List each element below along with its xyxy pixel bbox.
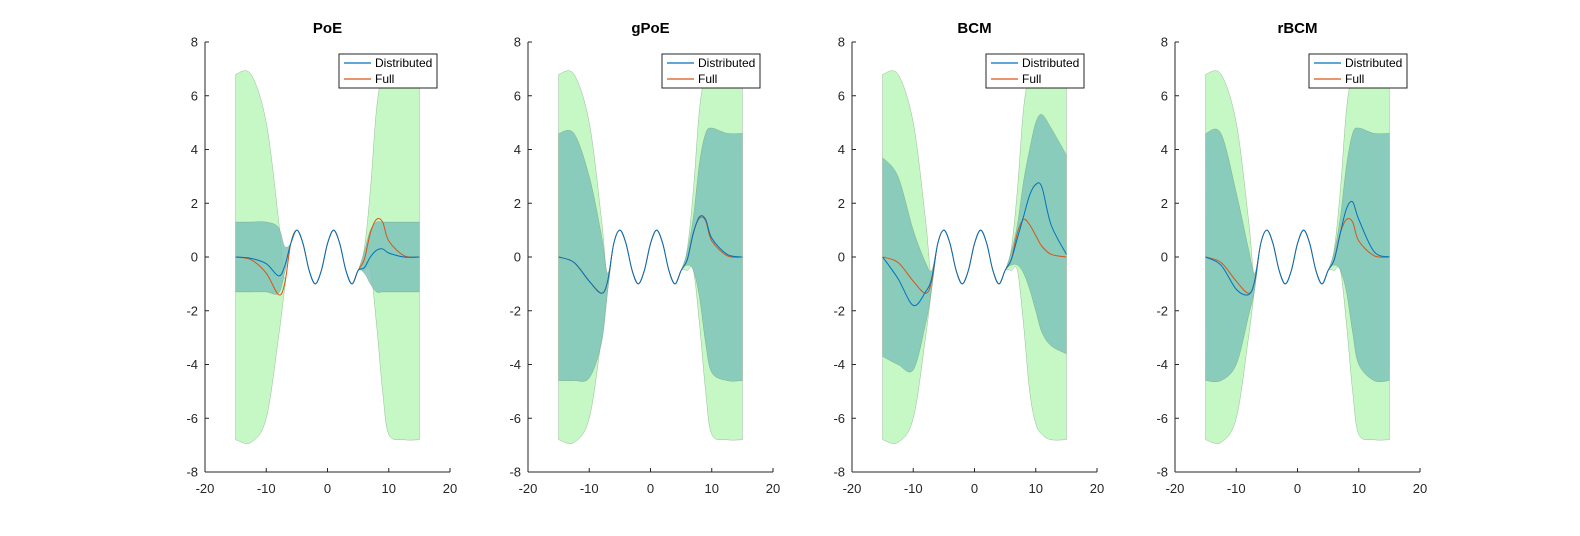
legend-label-distributed: Distributed	[1022, 56, 1079, 70]
x-tick-label: -20	[1166, 481, 1185, 496]
series-line-distributed	[1205, 200, 1390, 296]
legend-box	[661, 53, 761, 89]
legend-box	[985, 53, 1085, 89]
y-tick-label: 0	[1161, 250, 1168, 265]
y-tick-label: 6	[191, 88, 198, 103]
y-tick-label: 2	[1161, 196, 1168, 211]
x-tick-label: 20	[1090, 481, 1104, 496]
legend-label-distributed: Distributed	[1345, 56, 1402, 70]
x-tick-label: 10	[705, 481, 719, 496]
y-tick-label: -6	[186, 411, 198, 426]
y-tick-label: 2	[514, 196, 521, 211]
y-tick-label: -4	[186, 357, 198, 372]
y-tick-label: 8	[514, 35, 521, 50]
series-line-distributed	[882, 182, 1067, 307]
chart-title: BCM	[957, 20, 991, 37]
y-tick-label: 6	[514, 88, 521, 103]
x-tick-label: -20	[519, 481, 538, 496]
y-tick-label: 4	[1161, 142, 1168, 157]
chart-title: rBCM	[1278, 20, 1318, 37]
y-tick-label: -4	[1156, 357, 1168, 372]
legend: Distributed Full	[1308, 53, 1408, 89]
x-tick-label: -10	[257, 481, 276, 496]
y-tick-label: 8	[191, 35, 198, 50]
chart-title: gPoE	[631, 20, 669, 37]
y-tick-label: 4	[191, 142, 198, 157]
chart-title: PoE	[313, 20, 342, 37]
legend-label-full: Full	[1345, 72, 1364, 86]
series-line-distributed	[558, 215, 743, 294]
x-tick-label: 10	[382, 481, 396, 496]
x-tick-label: 0	[647, 481, 654, 496]
legend-box	[1308, 53, 1408, 89]
y-tick-label: -8	[509, 465, 521, 480]
legend: Distributed Full	[985, 53, 1085, 89]
y-tick-label: -4	[509, 357, 521, 372]
legend-label-full: Full	[698, 72, 717, 86]
legend: Distributed Full	[338, 53, 438, 89]
y-tick-label: 6	[1161, 88, 1168, 103]
y-tick-label: 0	[838, 250, 845, 265]
y-tick-label: 6	[838, 88, 845, 103]
y-tick-label: 2	[191, 196, 198, 211]
legend-label-full: Full	[1022, 72, 1041, 86]
y-tick-label: -2	[509, 303, 521, 318]
y-tick-label: -8	[1156, 465, 1168, 480]
y-tick-label: -2	[1156, 303, 1168, 318]
series-line-distributed	[235, 229, 420, 285]
y-tick-label: -6	[1156, 411, 1168, 426]
y-tick-label: -8	[833, 465, 845, 480]
x-tick-label: -10	[580, 481, 599, 496]
x-tick-label: 10	[1029, 481, 1043, 496]
x-tick-label: 0	[1294, 481, 1301, 496]
y-tick-label: -8	[186, 465, 198, 480]
y-tick-label: 8	[838, 35, 845, 50]
y-tick-label: 4	[838, 142, 845, 157]
legend: Distributed Full	[661, 53, 761, 89]
y-tick-label: -6	[509, 411, 521, 426]
y-tick-label: -6	[833, 411, 845, 426]
legend-label-full: Full	[375, 72, 394, 86]
x-tick-label: 20	[766, 481, 780, 496]
y-tick-label: 2	[838, 196, 845, 211]
x-tick-label: 0	[324, 481, 331, 496]
y-tick-label: 4	[514, 142, 521, 157]
y-tick-label: -2	[186, 303, 198, 318]
legend-label-distributed: Distributed	[698, 56, 755, 70]
legend-box	[338, 53, 438, 89]
y-tick-label: -2	[833, 303, 845, 318]
y-tick-label: 8	[1161, 35, 1168, 50]
y-tick-label: 0	[191, 250, 198, 265]
x-tick-label: -10	[1227, 481, 1246, 496]
x-tick-label: -10	[904, 481, 923, 496]
x-tick-label: 20	[443, 481, 457, 496]
legend-label-distributed: Distributed	[375, 56, 432, 70]
x-tick-label: 20	[1413, 481, 1427, 496]
confidence-band-distributed	[558, 127, 743, 382]
x-tick-label: -20	[196, 481, 215, 496]
y-tick-label: -4	[833, 357, 845, 372]
x-tick-label: 10	[1352, 481, 1366, 496]
confidence-band-distributed	[235, 221, 420, 295]
x-tick-label: 0	[971, 481, 978, 496]
x-tick-label: -20	[843, 481, 862, 496]
y-tick-label: 0	[514, 250, 521, 265]
